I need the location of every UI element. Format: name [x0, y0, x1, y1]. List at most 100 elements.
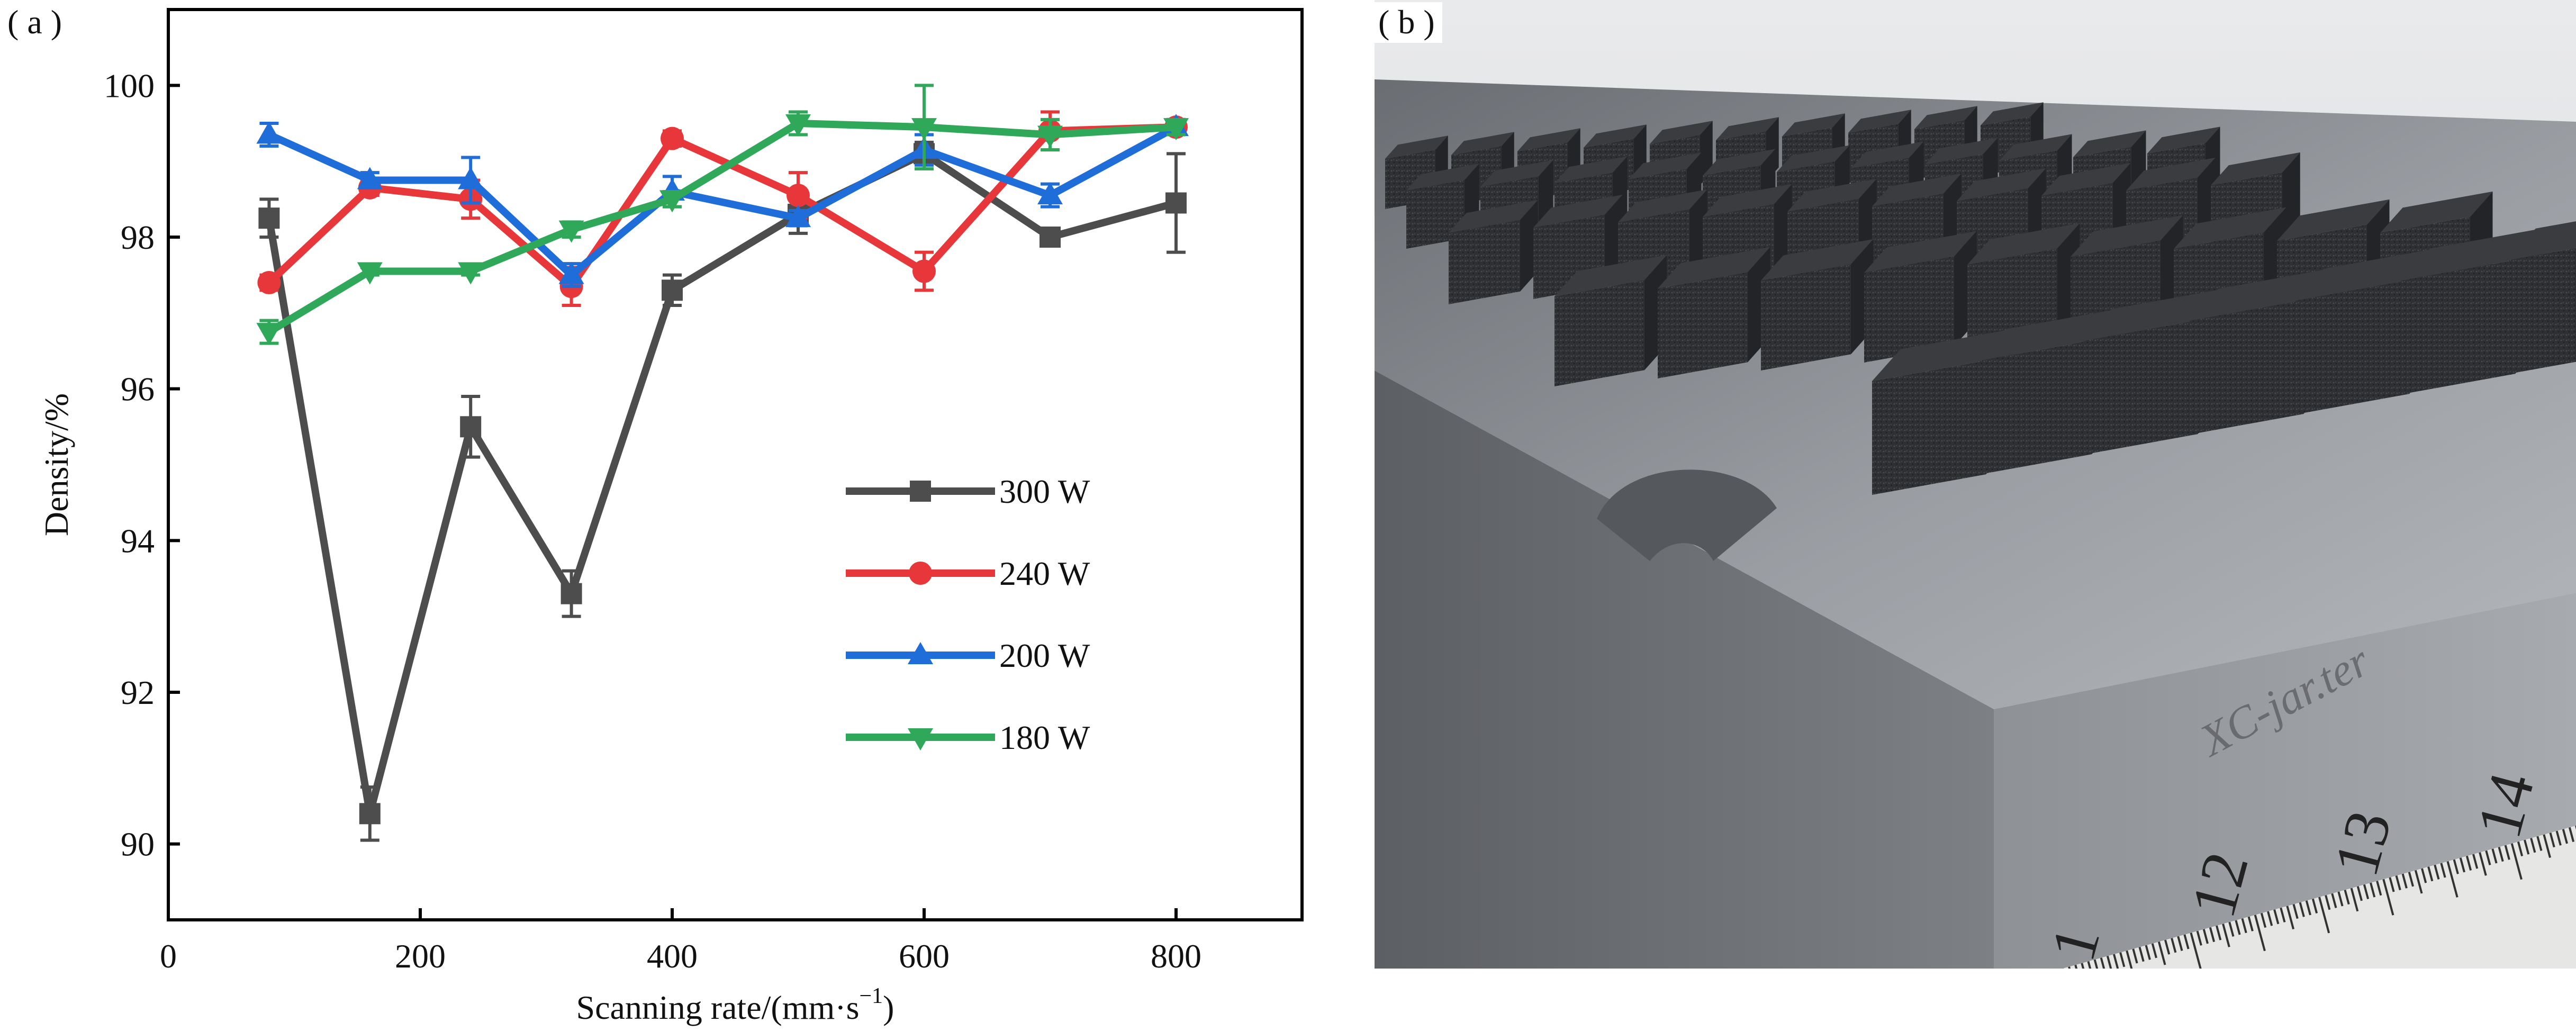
ruler-tick	[2171, 938, 2177, 953]
ruler-tick	[2267, 911, 2273, 926]
y-axis: 90 92 94 96 98 100	[104, 67, 180, 863]
data-point	[659, 190, 685, 213]
data-point	[661, 126, 684, 150]
ruler-tick	[2337, 891, 2344, 907]
ruler-tick	[2376, 881, 2382, 896]
ruler-tick	[2311, 898, 2318, 914]
cube-top	[2295, 248, 2438, 301]
cube-top	[1451, 132, 1514, 155]
cube-top	[1533, 194, 1623, 228]
cube-top	[1618, 189, 1707, 222]
printed-cube	[1864, 231, 1977, 363]
ruler-tick	[2196, 930, 2202, 946]
y-tick-label: 92	[121, 674, 155, 711]
ruler-tick	[2106, 955, 2112, 969]
ruler-tick	[2325, 895, 2331, 910]
ruler-tick	[2190, 932, 2202, 969]
cube-top	[1554, 255, 1667, 296]
ruler-tick	[2446, 861, 2459, 898]
ruler-tick	[2081, 963, 2085, 969]
cube-top	[2277, 199, 2390, 241]
data-point	[662, 279, 683, 301]
ruler-tick	[2395, 875, 2401, 891]
ruler-tick	[2286, 906, 2295, 930]
ruler-tick	[2459, 857, 2465, 873]
legend-marker	[910, 481, 931, 502]
cube-top	[1449, 200, 1538, 233]
legend-label: 200 W	[999, 637, 1090, 674]
cube-top	[1517, 128, 1580, 151]
cube-top	[1584, 124, 1647, 148]
cube-top	[2380, 191, 2493, 233]
cube-top	[2211, 152, 2300, 185]
cube-front	[2295, 280, 2409, 414]
cube-top	[1978, 309, 2120, 361]
ruler-tick	[2485, 850, 2491, 865]
plot-frame	[167, 8, 1304, 921]
printed-cubes	[1385, 102, 2576, 495]
cube-top	[2041, 162, 2131, 196]
panel-b-label: ( b )	[1371, 2, 1442, 43]
ruler-tick	[2536, 836, 2543, 851]
photo-printed-samples: 1 12 13 14 XC-jar.ter	[1375, 0, 2576, 969]
ruler-tick	[2074, 964, 2078, 969]
y-tick-label: 100	[104, 67, 155, 104]
ruler-tick	[2209, 927, 2216, 943]
cube-front	[2190, 300, 2303, 435]
cube-top	[1967, 223, 2080, 265]
plate-notch	[1597, 469, 1777, 561]
data-point	[911, 118, 937, 141]
x-tick-label: 0	[160, 937, 177, 975]
legend-label: 180 W	[999, 719, 1090, 756]
cube-top	[1629, 152, 1702, 179]
ruler-tick	[2292, 903, 2299, 919]
x-axis: 0 200 400 600 800	[160, 908, 1201, 975]
ruler-tick	[2504, 845, 2510, 860]
cube-top	[2190, 268, 2332, 321]
data-point	[785, 114, 811, 137]
cube-top	[1957, 168, 2046, 201]
ruler-tick	[2241, 918, 2247, 934]
x-axis-label: Scanning rate/(mm·s−1)	[576, 984, 894, 1026]
ruler-tick	[2126, 950, 2133, 969]
data-point	[458, 262, 484, 285]
ruler-tick	[2254, 915, 2266, 952]
cube-front	[1658, 272, 1748, 378]
cube-top	[1914, 106, 1977, 129]
cube-top	[1703, 184, 1792, 217]
cube-front	[2507, 248, 2576, 374]
ruler-tick	[2498, 846, 2504, 862]
ruler-tick	[2235, 920, 2241, 935]
ruler-tick	[2389, 877, 2395, 892]
ruler-tick	[2549, 832, 2555, 848]
legend-label: 240 W	[999, 555, 1090, 592]
cube-top	[1650, 121, 1713, 144]
cube-top	[2071, 215, 2183, 257]
cube-front	[1449, 220, 1520, 304]
cube-top	[1658, 247, 1770, 288]
data-point	[256, 323, 282, 346]
ruler-tick	[2157, 941, 2166, 965]
legend-marker	[908, 728, 933, 750]
cube-top	[1999, 134, 2072, 161]
data-point	[257, 271, 281, 294]
cube-front	[1864, 256, 1954, 363]
cube-top	[1851, 141, 1924, 168]
ruler-tick	[2138, 946, 2145, 962]
ruler-tick	[2177, 936, 2183, 951]
x-tick-label: 400	[647, 937, 698, 975]
cube-top	[2147, 126, 2220, 153]
data-point	[460, 416, 482, 438]
series-180w	[256, 84, 1189, 346]
ruler-tick	[2331, 893, 2337, 908]
ruler-tick	[2222, 924, 2230, 947]
data-point	[912, 259, 936, 283]
ruler-tick	[2132, 948, 2138, 964]
ruler-tick	[2530, 838, 2536, 853]
ruler-tick	[2280, 907, 2286, 923]
ruler-tick	[2543, 834, 2552, 858]
data-point	[1037, 125, 1063, 148]
data-point	[258, 207, 280, 229]
ruler-tick	[2440, 863, 2446, 878]
x-tick-label: 200	[395, 937, 446, 975]
